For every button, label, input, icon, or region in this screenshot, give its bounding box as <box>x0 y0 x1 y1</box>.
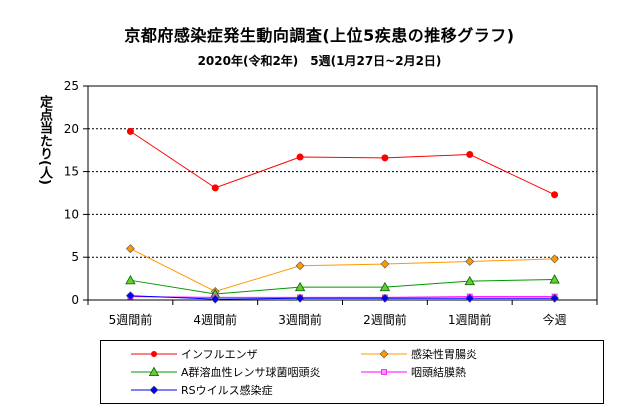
legend-swatch <box>361 349 407 359</box>
legend-marker <box>381 369 387 375</box>
data-point <box>550 254 560 264</box>
y-tick-label: 5 <box>71 250 79 264</box>
data-point <box>466 150 474 158</box>
data-point <box>465 257 475 266</box>
data-point <box>294 281 306 292</box>
legend-marker <box>148 366 160 377</box>
legend-label: 咽頭結膜熱 <box>411 366 466 379</box>
data-point <box>126 127 134 135</box>
data-point <box>549 274 560 284</box>
line-chart: 0 5 10 15 20 25 5週間前 4週間前 3週間前 2週間前 1週間前 今週 <box>64 79 598 327</box>
data-point <box>464 275 475 286</box>
legend-label: 感染性胃腸炎 <box>411 348 477 361</box>
y-tick-label: 15 <box>64 165 79 179</box>
legend: インフルエンザ 感染性胃腸炎 A群溶血性レンサ球菌咽頭炎 咽頭結膜熱 RSウイルス感染症 <box>100 340 604 404</box>
y-tick-label: 10 <box>64 207 79 221</box>
legend-item: RSウイルス感染症 <box>129 382 273 398</box>
data-point <box>379 281 391 292</box>
data-point <box>296 153 304 161</box>
x-tick-label: 3週間前 <box>278 312 322 327</box>
y-axis-label: 定点当たり(人) <box>37 95 52 185</box>
x-tick-label: 今週 <box>543 312 567 327</box>
series-line-1 <box>130 248 555 292</box>
legend-label: インフルエンザ <box>181 348 258 361</box>
legend-marker <box>149 385 159 395</box>
x-tick-label: 2週間前 <box>363 312 407 327</box>
chart-subtitle: 2020年(令和2年) 5週(1月27日~2月2日) <box>197 54 442 68</box>
legend-item: 咽頭結膜熱 <box>359 364 466 380</box>
data-point <box>295 261 305 271</box>
data-point <box>210 294 220 304</box>
legend-item: 感染性胃腸炎 <box>359 346 477 362</box>
legend-item: インフルエンザ <box>129 346 258 362</box>
data-point <box>125 291 135 301</box>
series-line-0 <box>130 130 555 196</box>
legend-label: A群溶血性レンサ球菌咽頭炎 <box>181 366 321 379</box>
y-tick-label: 0 <box>71 293 79 307</box>
legend-marker <box>379 349 389 359</box>
x-tick-label: 4週間前 <box>193 312 237 327</box>
data-point <box>211 184 219 192</box>
data-point <box>380 259 390 269</box>
legend-marker <box>151 351 157 357</box>
y-tick-label: 25 <box>64 79 79 93</box>
data-point <box>551 191 559 199</box>
data-point <box>381 154 389 162</box>
data-point <box>125 274 136 285</box>
data-point <box>550 293 560 303</box>
legend-swatch <box>361 369 407 375</box>
plot-area <box>87 85 598 301</box>
legend-label: RSウイルス感染症 <box>181 384 273 397</box>
x-tick-label: 5週間前 <box>109 312 153 327</box>
data-point <box>465 293 475 303</box>
chart-title: 京都府感染症発生動向調査(上位5疾患の推移グラフ) <box>124 26 515 45</box>
legend-swatch <box>131 366 177 377</box>
legend-swatch <box>131 351 177 357</box>
series-line-3 <box>130 296 555 298</box>
series-line-2 <box>130 278 555 295</box>
legend-swatch <box>131 385 177 395</box>
data-point <box>380 293 390 303</box>
data-point <box>295 293 305 303</box>
y-tick-label: 20 <box>64 122 79 136</box>
data-point <box>125 244 135 254</box>
series-line-4 <box>130 295 555 300</box>
legend-item: A群溶血性レンサ球菌咽頭炎 <box>129 364 321 380</box>
x-tick-label: 1週間前 <box>448 312 492 327</box>
